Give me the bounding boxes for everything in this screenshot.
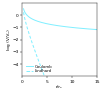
Coulomb [23,8,24,9]
X-axis label: r/r₀: r/r₀ [56,85,63,89]
Legend: Coulomb, Lindhard: Coulomb, Lindhard [25,64,52,74]
Coulomb [95,29,96,30]
Coulomb [58,25,59,26]
Y-axis label: log (V/V₀): log (V/V₀) [7,29,11,50]
Coulomb [96,29,98,30]
Line: Coulomb: Coulomb [24,9,97,30]
Coulomb [83,28,84,29]
Lindhard [23,12,24,13]
Line: Lindhard: Lindhard [24,12,97,98]
Coulomb [63,26,64,27]
Coulomb [58,25,60,26]
Coulomb [67,26,68,28]
